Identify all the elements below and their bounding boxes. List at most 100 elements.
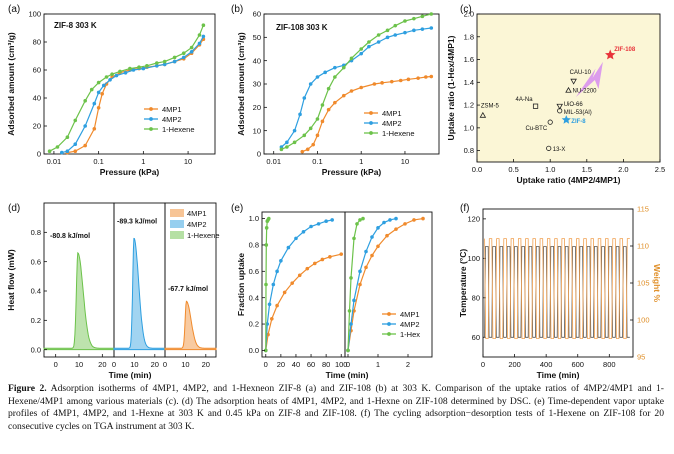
panel-a-xtick-label: 0.1 — [93, 157, 103, 166]
panel-e-series-point — [330, 218, 334, 222]
panel-b-series-point — [349, 56, 354, 61]
panel-d-xtick-label: 0 — [54, 360, 58, 369]
panel-d-subplot-frame — [164, 202, 217, 358]
panel-a-series-point — [65, 135, 70, 139]
panel-f-y2-ytick-label: 105 — [637, 279, 650, 288]
panel-d-ylabel: Heat flow (mW) — [6, 249, 16, 311]
panel-b-series-point — [333, 65, 337, 70]
panel-e-legend-label: 1-Hex — [400, 330, 420, 339]
panel-d-xtick-label: 10 — [75, 360, 83, 369]
panel-f-xtick-label: 600 — [571, 360, 584, 369]
panel-b-ytick-label: 60 — [253, 10, 261, 19]
panel-a-series-point — [128, 66, 132, 71]
panel-c-point-label: 13-X — [553, 147, 566, 153]
panel-e-xtick-label: 100 — [335, 360, 348, 369]
panel-a-legend-label: 1-Hexene — [162, 125, 195, 134]
panel-c-marker — [479, 111, 487, 118]
panel-e-series-point — [358, 269, 362, 274]
panel-a-ytick-label: 20 — [33, 122, 41, 131]
panel-d-xlabel: Time (min) — [109, 370, 152, 380]
panel-a-series-point — [155, 61, 159, 65]
panel-b-series-point — [359, 47, 364, 51]
panel-b-series-point — [308, 126, 313, 131]
panel-a-series-point — [73, 118, 78, 123]
panel-e-series-point — [290, 281, 294, 285]
panel-b-ytick-label: 10 — [253, 126, 261, 135]
panel-a-series-point — [83, 143, 87, 148]
panel-e-series-point — [266, 216, 271, 221]
panel-a-xlabel: Pressure (kPa) — [100, 167, 160, 177]
panel-a-ytick-label: 80 — [33, 38, 41, 47]
panel-c-xtick-label: 0.5 — [508, 165, 518, 174]
panel-e-series-point — [346, 348, 350, 353]
panel-b-series-point — [372, 82, 377, 86]
panel-c-ytick-label: 1.8 — [464, 32, 474, 41]
panel-d-ytick-label: 0.0 — [31, 345, 41, 354]
panel-e-series-point — [358, 282, 362, 287]
panel-e-series-point — [358, 218, 362, 222]
panel-b-series-point — [429, 12, 434, 16]
panel-a-series-point — [197, 33, 202, 37]
panel-e-series-point — [364, 249, 368, 254]
panel-e-ytick-label: 0.0 — [249, 346, 259, 355]
panel-f-ytick-label: 120 — [467, 214, 480, 223]
panel-c-panel-label: (c) — [460, 4, 472, 15]
panel-a-series-point — [155, 64, 159, 68]
panel-e-series-point — [421, 216, 425, 221]
panel-c-ytick-label: 1.2 — [464, 101, 474, 110]
panel-e-series-point — [394, 227, 398, 231]
panel-b-series-point — [359, 51, 364, 56]
panel-a-series-point — [101, 83, 106, 88]
panel-b-series-point — [403, 30, 407, 35]
panel-f-weight-line — [484, 238, 630, 339]
panel-e-series-point — [309, 224, 313, 229]
panel-f-xtick-label: 800 — [603, 360, 616, 369]
panel-c-marker — [557, 108, 563, 114]
panel-d-heat-label: -89.3 kJ/mol — [117, 219, 157, 226]
panel-f-ylabel: Temperature (°C) — [458, 249, 468, 318]
panel-e-xtick-label: 40 — [292, 360, 300, 369]
panel-d-peak — [164, 300, 217, 351]
panel-d-peak — [43, 251, 115, 351]
panel-a-legend-label: 4MP2 — [162, 115, 182, 124]
panel-a-series-point — [141, 66, 146, 71]
panel-e-series-point — [412, 218, 416, 222]
panel-c-ytick-label: 1.4 — [464, 78, 474, 87]
panel-d-xtick-label: 10 — [181, 360, 189, 369]
panel-e-series-point — [301, 229, 306, 234]
panel-b-xtick-label: 10 — [401, 157, 409, 166]
panel-c-marker — [605, 49, 616, 60]
panel-b-series-point — [376, 33, 381, 37]
panel-d-legend-label: 1-Hexene — [187, 231, 220, 240]
panel-b-series-point — [385, 28, 390, 33]
panel-b-ytick-label: 40 — [253, 56, 261, 65]
panel-b-legend-label: 1-Hexene — [382, 129, 415, 138]
panel-a-series-point — [104, 75, 109, 79]
panel-c-marker — [546, 145, 552, 151]
caption-text: Adsorption isotherms of 4MP1, 4MP2, and … — [8, 383, 664, 432]
panel-c-ytick-label: 1.0 — [464, 123, 474, 132]
panel-e-series-point — [263, 348, 268, 353]
panel-b-xtick-label: 0.01 — [266, 157, 281, 166]
panel-f-xlabel: Time (min) — [537, 370, 580, 380]
panel-b-legend-label: 4MP2 — [382, 119, 402, 128]
panel-c-xtick-label: 2.5 — [655, 165, 665, 174]
panel-b-series-point — [403, 19, 407, 23]
panel-b-series-point — [311, 142, 316, 147]
plot-frame — [43, 13, 216, 155]
panel-e-series-point — [264, 243, 269, 247]
panel-b-series-point — [315, 133, 320, 138]
panel-c-point-label: 4A-Na — [516, 97, 534, 103]
panel-e-series-point — [376, 226, 380, 230]
panel-c-ytick-label: 0.8 — [464, 146, 474, 155]
panel-e-xtick-label: 60 — [307, 360, 315, 369]
panel-d-xtick-label: 20 — [151, 360, 159, 369]
panel-e-series-point — [282, 290, 287, 295]
panel-e-series-point — [316, 222, 321, 226]
panel-e-series-point — [275, 269, 279, 274]
panel-e-panel-label: (e) — [231, 203, 243, 214]
panel-b-xtick-label: 0.1 — [312, 157, 322, 166]
panel-f-ytick-label: 80 — [472, 293, 480, 302]
panel-d-xtick-label: 20 — [202, 360, 210, 369]
panel-d-ytick-label: 0.8 — [31, 228, 41, 237]
